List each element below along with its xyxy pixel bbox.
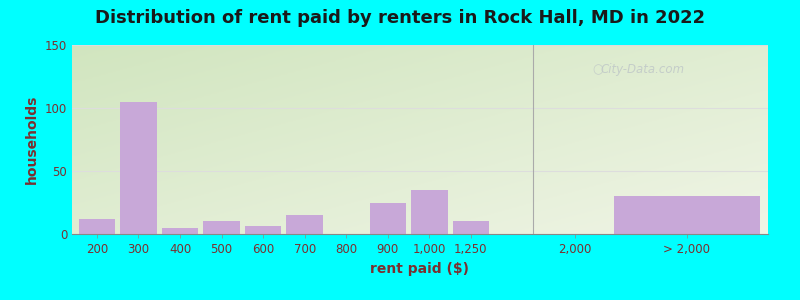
Text: ○: ○ <box>592 63 603 76</box>
X-axis label: rent paid ($): rent paid ($) <box>370 262 470 276</box>
Text: City-Data.com: City-Data.com <box>601 63 685 76</box>
Y-axis label: households: households <box>26 95 39 184</box>
Text: Distribution of rent paid by renters in Rock Hall, MD in 2022: Distribution of rent paid by renters in … <box>95 9 705 27</box>
Bar <box>614 196 760 234</box>
Bar <box>203 221 240 234</box>
Bar <box>411 190 448 234</box>
Bar <box>453 221 489 234</box>
Bar <box>370 202 406 234</box>
Bar <box>245 226 282 234</box>
Bar <box>286 215 323 234</box>
Bar <box>120 102 157 234</box>
Bar <box>162 228 198 234</box>
Bar <box>78 219 115 234</box>
